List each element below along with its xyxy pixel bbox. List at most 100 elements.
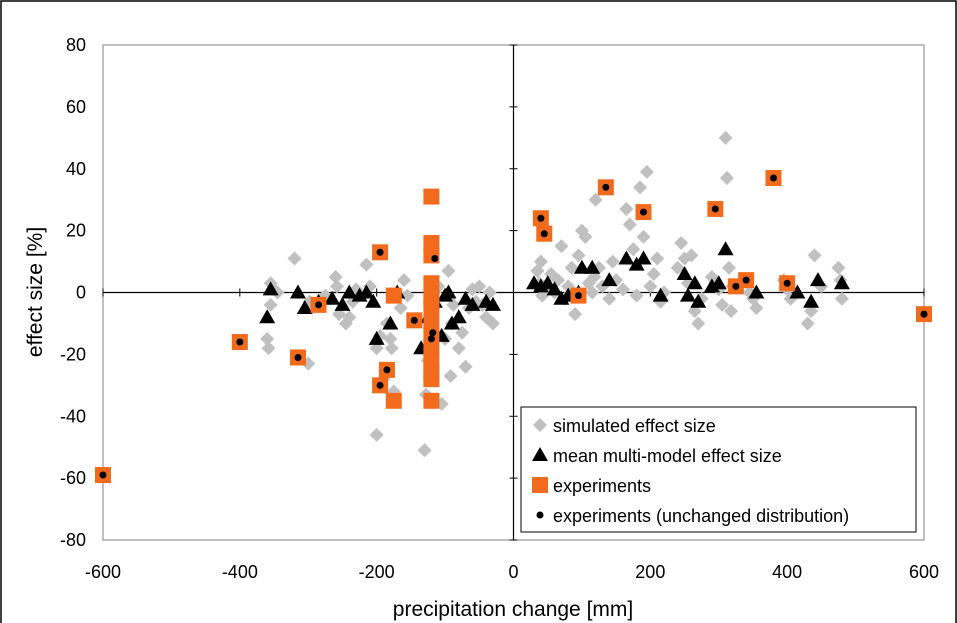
simulated-point xyxy=(263,297,278,312)
experiment-point xyxy=(423,275,440,292)
mean-point xyxy=(341,284,358,299)
unchanged-point xyxy=(429,329,437,337)
simulated-point xyxy=(328,270,343,285)
simulated-point xyxy=(724,304,739,319)
mean-point xyxy=(690,293,707,308)
simulated-point xyxy=(472,279,487,294)
simulated-point xyxy=(715,297,730,312)
simulated-point xyxy=(485,316,500,331)
unchanged-point xyxy=(294,353,302,361)
unchanged-point xyxy=(410,316,418,324)
legend-label: experiments (unchanged distribution) xyxy=(553,506,849,526)
y-tick-label: 0 xyxy=(76,283,86,303)
unchanged-point xyxy=(537,214,545,222)
unchanged-point xyxy=(383,366,391,374)
experiment-point xyxy=(423,340,440,357)
simulated-point xyxy=(800,316,815,331)
simulated-point xyxy=(831,260,846,275)
simulated-point xyxy=(443,369,458,384)
y-tick-label: -20 xyxy=(60,344,86,364)
mean-point xyxy=(652,287,669,302)
simulated-point xyxy=(807,248,822,263)
legend-box xyxy=(520,406,917,533)
simulated-point xyxy=(369,427,384,442)
simulated-point xyxy=(359,257,374,272)
unchanged-point xyxy=(742,276,750,284)
simulated-point xyxy=(626,242,641,257)
unchanged-point xyxy=(315,301,323,309)
x-tick-label: -200 xyxy=(359,562,395,582)
simulated-point xyxy=(643,279,658,294)
experiment-point xyxy=(423,371,440,388)
mean-point xyxy=(457,290,474,305)
y-tick-label: -40 xyxy=(60,406,86,426)
simulated-point xyxy=(605,254,620,269)
experiment-point xyxy=(385,392,402,409)
mean-point xyxy=(546,281,563,296)
simulated-point xyxy=(670,260,685,275)
simulated-point xyxy=(834,291,849,306)
legend-label: experiments xyxy=(553,476,651,496)
unchanged-point xyxy=(376,381,384,389)
mean-point xyxy=(573,259,590,274)
experiment-point xyxy=(423,352,440,369)
x-axis-label: precipitation change [mm] xyxy=(393,598,633,621)
simulated-point xyxy=(639,164,654,179)
simulated-point xyxy=(441,263,456,278)
simulated-point xyxy=(719,171,734,186)
simulated-point xyxy=(458,359,473,374)
legend-label: mean multi-model effect size xyxy=(553,446,782,466)
simulated-point xyxy=(342,310,357,325)
mean-point xyxy=(450,309,467,324)
simulated-point xyxy=(261,341,276,356)
mean-point xyxy=(358,284,375,299)
simulated-point xyxy=(417,443,432,458)
mean-point xyxy=(748,284,765,299)
unchanged-point xyxy=(574,292,582,300)
mean-point xyxy=(365,293,382,308)
unchanged-point xyxy=(236,338,244,346)
mean-point xyxy=(584,259,601,274)
data-points xyxy=(95,130,932,484)
mean-point xyxy=(635,250,652,265)
simulated-point xyxy=(578,229,593,244)
simulated-point xyxy=(554,239,569,254)
mean-point xyxy=(809,272,826,287)
mean-point xyxy=(618,250,635,265)
simulated-point xyxy=(749,300,764,315)
simulated-point xyxy=(646,266,661,281)
mean-point xyxy=(803,293,820,308)
legend-label: simulated effect size xyxy=(553,416,716,436)
unchanged-point xyxy=(711,205,719,213)
y-tick-label: 40 xyxy=(66,159,86,179)
x-tick-label: 200 xyxy=(635,562,665,582)
simulated-point xyxy=(674,236,689,250)
experiment-point xyxy=(423,392,440,409)
unchanged-point xyxy=(639,208,647,216)
x-tick-label: -400 xyxy=(222,562,258,582)
simulated-point xyxy=(722,260,737,275)
simulated-point xyxy=(564,260,579,275)
simulated-point xyxy=(533,254,548,269)
mean-point xyxy=(334,296,351,311)
unchanged-point xyxy=(732,282,740,290)
mean-point xyxy=(686,275,703,290)
simulated-point xyxy=(260,331,275,346)
mean-point xyxy=(368,330,385,345)
series-unchanged-point xyxy=(99,174,928,479)
mean-point xyxy=(601,272,618,287)
y-tick-label: 80 xyxy=(66,35,86,55)
simulated-point xyxy=(393,300,408,315)
simulated-point xyxy=(397,273,412,288)
legend: simulated effect size mean multi-model ef… xyxy=(520,406,917,533)
mean-point xyxy=(717,241,734,256)
experiment-point xyxy=(423,315,440,332)
y-tick-label: -80 xyxy=(60,530,86,550)
unchanged-point xyxy=(376,248,384,256)
simulated-point xyxy=(615,282,630,297)
mean-point xyxy=(289,284,306,299)
simulated-point xyxy=(622,217,637,232)
mean-point xyxy=(789,284,806,299)
mean-point xyxy=(676,265,693,280)
legend-marker xyxy=(536,511,544,519)
